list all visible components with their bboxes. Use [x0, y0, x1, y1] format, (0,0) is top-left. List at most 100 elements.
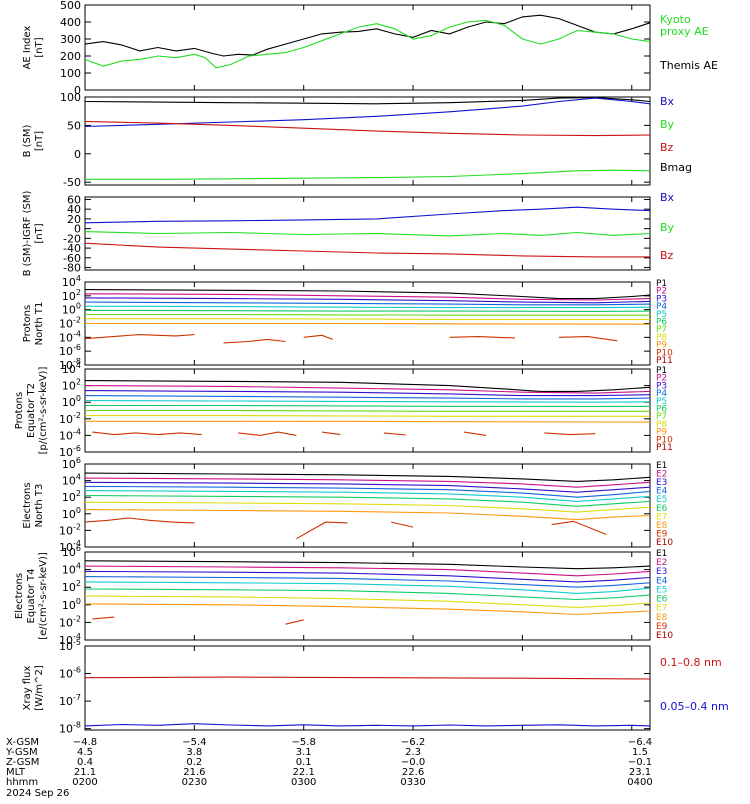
y-tick-label: 104	[62, 361, 81, 376]
panel-ee: 10-4 10-2 100 102 104 106 Electrons Equator T4[…	[14, 544, 673, 647]
y-axis-label: Protons	[22, 305, 33, 342]
y-axis-label: [nT]	[34, 37, 45, 57]
legend-entry: E10	[656, 538, 673, 548]
x-axis-value: −6.4	[628, 737, 652, 748]
legend-entry: 0.1–0.8 nm	[660, 656, 722, 669]
legend-entry: Bx	[660, 95, 675, 108]
x-axis-value: 3.8	[186, 747, 202, 758]
series-line-e9	[391, 521, 414, 528]
y-axis-label: Electrons	[22, 482, 33, 528]
legend-entry: P4	[656, 302, 667, 312]
legend-entry: P3	[656, 294, 667, 304]
series-line-p4	[84, 395, 651, 400]
series-line-e8	[84, 603, 651, 616]
legend-entry: P4	[656, 389, 667, 399]
x-axis-value: 0300	[291, 777, 316, 788]
x-axis-value: 21.1	[74, 767, 96, 778]
x-axis-value: −0.1	[628, 757, 652, 768]
legend-entry: E1	[656, 549, 667, 559]
y-axis-label: [p/(cm²-s-sr-keV)]	[38, 367, 49, 455]
series-line-p10	[223, 338, 286, 344]
legend-entry: P11	[656, 356, 673, 366]
plot-frame	[84, 96, 651, 186]
legend-entry: Bx	[660, 191, 675, 204]
series-line-e9	[84, 517, 195, 524]
x-axis-row-label: X-GSM	[6, 737, 39, 748]
y-tick-label: 10-4	[59, 329, 81, 344]
y-tick-label: 100	[60, 91, 81, 104]
series-line-p10	[558, 336, 618, 342]
y-tick-label: 100	[62, 597, 81, 612]
legend-entry: By	[660, 221, 675, 234]
y-tick-label: 0	[74, 84, 81, 97]
y-axis-label: North T3	[34, 484, 45, 528]
y-tick-label: 104	[62, 562, 81, 577]
x-axis-value: 0.4	[77, 757, 93, 768]
legend-entry: E3	[656, 478, 667, 488]
series-line-p10	[92, 431, 202, 436]
y-tick-label: 100	[62, 394, 81, 409]
legend-entry: P8	[656, 333, 667, 343]
series-line-e9	[296, 521, 348, 540]
y-axis-label: Equator T4	[26, 569, 37, 624]
y-tick-label: 10-2	[59, 316, 81, 331]
series-line-p10	[544, 432, 596, 436]
series-line-p10	[449, 336, 516, 339]
series-line-e5	[84, 581, 651, 594]
legend-entry: P1	[656, 366, 667, 376]
series-line-p1	[84, 380, 651, 392]
series-line-e3	[84, 481, 651, 493]
series-line-e1	[84, 472, 651, 482]
y-tick-label: 10-4	[59, 632, 81, 647]
y-tick-label: 10-6	[59, 444, 81, 459]
legend-entry: E9	[656, 622, 668, 632]
series-line-p2	[84, 293, 651, 301]
x-axis-value: 0230	[182, 777, 207, 788]
y-axis-label: Xray flux	[22, 666, 33, 711]
y-tick-label: 102	[62, 579, 81, 594]
legend-entry: E4	[656, 487, 668, 497]
y-tick-label: 100	[62, 506, 81, 521]
legend-entry: E8	[656, 613, 668, 623]
series-line-p10	[321, 431, 341, 436]
legend-entry: P2	[656, 374, 667, 384]
legend-entry: Kyoto	[660, 13, 691, 26]
series-line-e8	[84, 509, 651, 521]
y-tick-label: 10-4	[59, 427, 81, 442]
y-tick-label: 104	[62, 274, 81, 289]
series-line-p6	[84, 309, 651, 312]
y-tick-label: 100	[62, 302, 81, 317]
series-line-p1	[84, 289, 651, 300]
legend-entry: Themis AE	[659, 59, 718, 72]
y-tick-label: 102	[62, 378, 81, 393]
series-line-e7	[84, 501, 651, 513]
legend-entry: E5	[656, 495, 667, 505]
series-line-e1	[84, 560, 651, 570]
x-axis-value: 0.1	[296, 757, 312, 768]
legend-entry: P6	[656, 318, 667, 328]
y-axis-label: AE Index	[22, 25, 33, 69]
legend-entry: P10	[656, 435, 673, 445]
series-line-p9	[85, 420, 651, 423]
y-tick-label: 300	[60, 33, 81, 46]
y-tick-label: 50	[67, 119, 81, 132]
series-line-e6	[84, 494, 651, 507]
x-axis-table: X-GSM −4.8 −5.4 −5.8 −6.2 −6.4 Y-GSM 4.5 3.8 3.1 2…	[5, 737, 653, 799]
x-axis-value: 4.5	[77, 747, 93, 758]
series-line-bz	[84, 242, 650, 258]
y-tick-label: 10-5	[59, 638, 81, 653]
y-tick-label: -20	[63, 232, 81, 245]
series-line-themis-ae	[84, 14, 651, 57]
legend-entry: E2	[656, 470, 667, 480]
series-line-p10	[383, 432, 406, 436]
plot-frame	[84, 4, 651, 91]
series-line-e9	[92, 616, 115, 620]
panel-xray: 10-8 10-7 10-6 10-5 Xray flux [W/m^2] 0.1–0.8 …	[22, 638, 729, 736]
legend-entry: P8	[656, 420, 667, 430]
series-line-bmag	[84, 97, 651, 105]
y-tick-label: 200	[60, 50, 81, 63]
legend-entry: P11	[656, 443, 673, 453]
y-tick-label: -50	[63, 176, 81, 189]
legend-entry: P6	[656, 405, 667, 415]
